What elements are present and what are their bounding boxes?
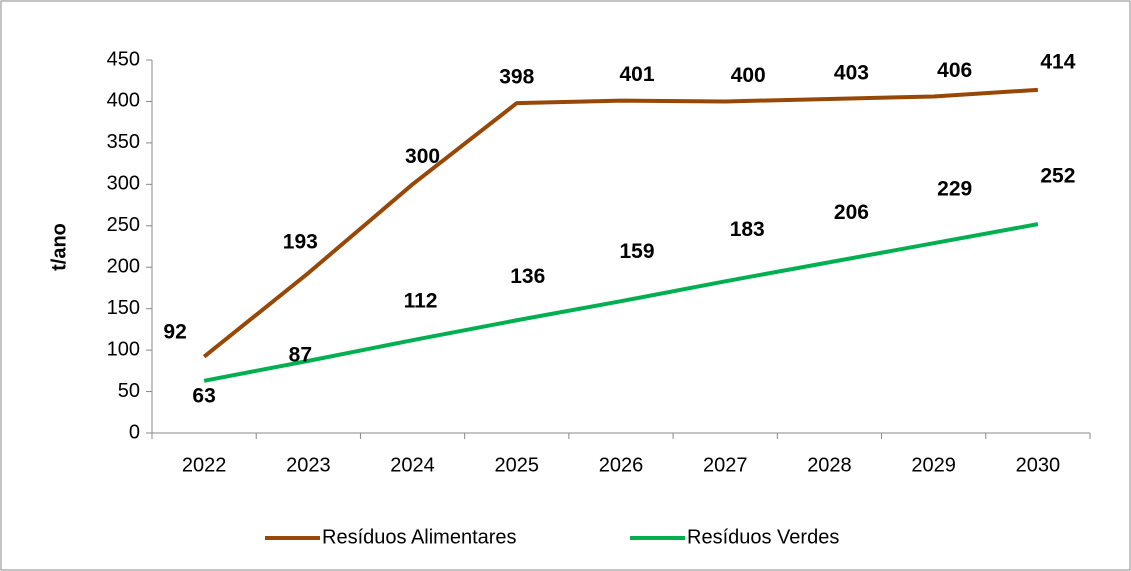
data-label: 401 — [619, 63, 654, 86]
y-tick-label: 0 — [129, 421, 140, 443]
x-tick-label: 2027 — [703, 454, 748, 476]
data-label: 252 — [1040, 165, 1075, 188]
y-tick-label: 150 — [107, 297, 140, 319]
data-label: 403 — [834, 62, 869, 85]
y-tick-label: 400 — [107, 90, 140, 112]
data-label: 63 — [192, 384, 215, 407]
y-tick-label: 450 — [107, 48, 140, 70]
x-tick-label: 2024 — [390, 454, 435, 476]
y-tick-label: 350 — [107, 131, 140, 153]
y-axis-label: t/ano — [48, 223, 70, 271]
data-label: 92 — [163, 320, 186, 343]
x-tick-label: 2030 — [1016, 454, 1061, 476]
data-label: 229 — [937, 178, 972, 201]
data-label: 398 — [499, 66, 534, 89]
x-tick-label: 2022 — [182, 454, 227, 476]
y-tick-label: 100 — [107, 338, 140, 360]
data-label: 400 — [731, 64, 766, 87]
data-label: 206 — [834, 201, 869, 224]
x-tick-label: 2028 — [807, 454, 852, 476]
data-label: 414 — [1040, 50, 1075, 73]
data-label: 136 — [510, 265, 545, 288]
data-label: 112 — [404, 290, 438, 313]
line-series — [202, 87, 1039, 359]
x-tick-label: 2029 — [911, 454, 956, 476]
legend-label: Resíduos Alimentares — [322, 526, 517, 548]
y-tick-label: 300 — [107, 173, 140, 195]
y-tick-label: 50 — [118, 380, 140, 402]
x-tick-label: 2026 — [599, 454, 644, 476]
data-label: 300 — [405, 145, 440, 168]
data-label: 193 — [283, 231, 318, 254]
line-series — [203, 222, 1039, 383]
data-label: 183 — [730, 218, 765, 241]
y-tick-label: 250 — [107, 214, 140, 236]
data-label: 87 — [289, 343, 312, 366]
data-label: 406 — [937, 59, 972, 82]
x-tick-label: 2025 — [495, 454, 540, 476]
legend-label: Resíduos Verdes — [687, 526, 839, 548]
y-tick-label: 200 — [107, 256, 140, 278]
data-label: 159 — [619, 240, 654, 263]
x-tick-label: 2023 — [286, 454, 331, 476]
